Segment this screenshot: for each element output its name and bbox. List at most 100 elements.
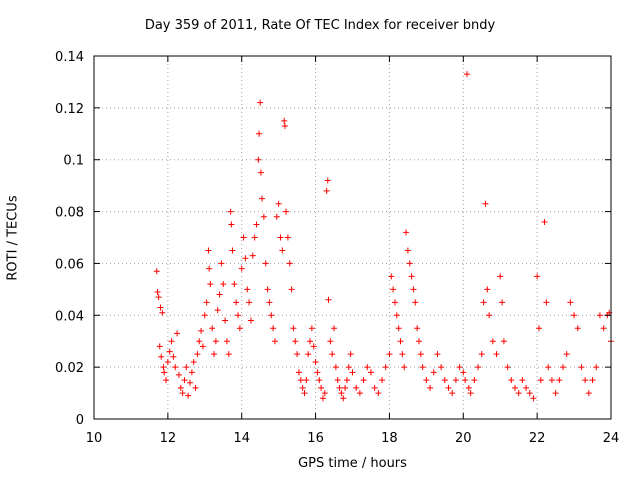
data-point: [292, 338, 299, 345]
y-tick-label: 0.06: [55, 257, 84, 272]
data-point: [543, 299, 550, 306]
data-point: [408, 273, 415, 280]
grid: [94, 56, 611, 419]
data-point: [489, 338, 496, 345]
data-point: [279, 247, 286, 254]
data-point: [480, 299, 487, 306]
data-point: [329, 351, 336, 358]
data-point: [497, 273, 504, 280]
axis-ticks: 10 12 14 16 18 20 22 24 0 0.02 0.04 0.06 0.08 0.1 0.12…: [55, 50, 619, 446]
data-point: [342, 384, 349, 391]
data-point: [168, 338, 175, 345]
data-point: [478, 351, 485, 358]
data-point: [253, 221, 260, 228]
data-point: [321, 390, 328, 397]
data-point: [159, 309, 166, 316]
data-point: [251, 234, 258, 241]
data-point: [310, 343, 317, 350]
x-tick-label: 12: [160, 431, 177, 446]
data-point: [238, 265, 245, 272]
data-point: [427, 384, 434, 391]
data-point: [460, 369, 467, 376]
data-point: [203, 299, 210, 306]
data-point: [508, 377, 515, 384]
data-point: [412, 299, 419, 306]
x-tick-label: 10: [86, 431, 103, 446]
data-point: [307, 338, 314, 345]
data-point: [467, 390, 474, 397]
x-axis-label: GPS time / hours: [298, 456, 407, 471]
data-point: [325, 296, 332, 303]
data-point: [181, 377, 188, 384]
data-point: [255, 156, 262, 163]
data-point: [465, 384, 472, 391]
data-point: [153, 268, 160, 275]
chart-title: Day 359 of 2011, Rate Of TEC Index for r…: [144, 18, 496, 33]
data-point: [161, 369, 168, 376]
data-point: [360, 377, 367, 384]
data-point: [201, 312, 208, 319]
y-tick-label: 0.08: [55, 206, 84, 221]
data-point: [410, 286, 417, 293]
data-point: [240, 234, 247, 241]
data-point: [225, 351, 232, 358]
data-point: [299, 384, 306, 391]
data-point: [327, 338, 334, 345]
data-point: [593, 364, 600, 371]
data-point: [257, 99, 264, 106]
data-point: [242, 255, 249, 262]
data-point: [379, 377, 386, 384]
x-tick-label: 18: [381, 431, 398, 446]
data-point: [340, 395, 347, 402]
data-point: [534, 273, 541, 280]
data-point: [438, 364, 445, 371]
data-point: [257, 169, 264, 176]
data-point: [347, 351, 354, 358]
data-point: [499, 299, 506, 306]
data-point: [166, 348, 173, 355]
data-point: [157, 304, 164, 311]
data-point: [401, 364, 408, 371]
data-point: [589, 377, 596, 384]
y-tick-label: 0.12: [55, 102, 84, 117]
data-point: [353, 384, 360, 391]
data-point: [526, 390, 533, 397]
data-point: [324, 177, 331, 184]
data-point: [403, 229, 410, 236]
data-point: [220, 281, 227, 288]
data-point: [264, 286, 271, 293]
data-point: [231, 281, 238, 288]
data-point: [399, 351, 406, 358]
data-point: [187, 379, 194, 386]
x-tick-label: 16: [307, 431, 324, 446]
data-point: [192, 384, 199, 391]
data-point: [582, 377, 589, 384]
data-point: [475, 364, 482, 371]
data-point: [391, 299, 398, 306]
data-point: [256, 130, 263, 137]
y-tick-label: 0.14: [55, 50, 84, 65]
data-point: [388, 273, 395, 280]
data-point: [397, 338, 404, 345]
data-point: [390, 286, 397, 293]
data-point: [156, 343, 163, 350]
data-point: [199, 343, 206, 350]
data-point: [273, 213, 280, 220]
data-point: [343, 377, 350, 384]
data-point: [247, 317, 254, 324]
data-point: [574, 325, 581, 332]
data-point: [163, 377, 170, 384]
data-point: [305, 351, 312, 358]
data-point: [486, 312, 493, 319]
data-point: [417, 351, 424, 358]
data-point: [449, 390, 456, 397]
data-point: [233, 299, 240, 306]
data-point: [471, 377, 478, 384]
data-point: [511, 384, 518, 391]
data-point: [535, 325, 542, 332]
data-point: [172, 364, 179, 371]
data-point: [281, 117, 288, 124]
data-point: [262, 260, 269, 267]
x-tick-label: 22: [529, 431, 546, 446]
data-point: [523, 384, 530, 391]
